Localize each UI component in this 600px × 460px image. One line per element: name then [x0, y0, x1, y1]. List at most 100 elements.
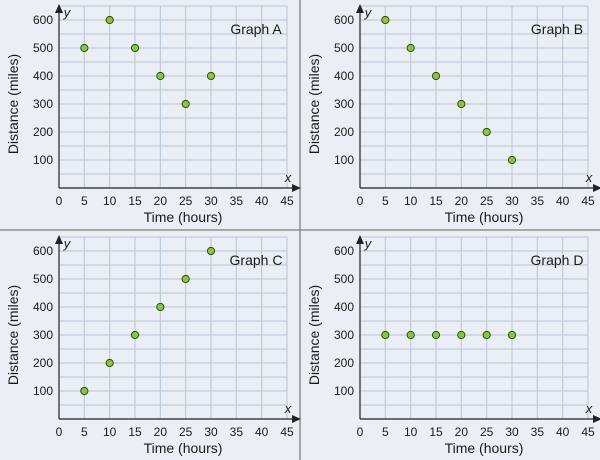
- x-tick-label: 5: [81, 425, 88, 439]
- data-point: [381, 15, 390, 25]
- y-tick-label: 200: [33, 125, 53, 139]
- graph-a-panel-background: [0, 0, 299, 229]
- x-tick-label: 40: [255, 194, 269, 208]
- y-tick-label: 400: [33, 69, 53, 83]
- data-point: [431, 330, 441, 340]
- x-tick-label: 15: [429, 194, 443, 208]
- data-point: [457, 330, 466, 340]
- y-axis-title: Distance (miles): [5, 54, 21, 154]
- data-point: [507, 155, 517, 165]
- data-point: [181, 99, 190, 109]
- graph-b-axes: [356, 4, 600, 192]
- graph-b-panel-background: [301, 0, 600, 229]
- x-axis-letter: x: [284, 401, 292, 416]
- y-tick-label: 100: [33, 384, 53, 398]
- y-tick-label: 600: [33, 244, 53, 258]
- graph-d-points: [381, 330, 517, 340]
- x-tick-label: 10: [103, 425, 117, 439]
- y-tick-label: 100: [334, 384, 354, 398]
- y-axis-arrow-icon: [356, 4, 364, 13]
- data-point: [457, 99, 466, 109]
- x-tick-label: 30: [505, 194, 519, 208]
- x-tick-label: 35: [531, 194, 545, 208]
- x-tick-label: 35: [531, 425, 545, 439]
- x-tick-label: 0: [357, 194, 364, 208]
- x-tick-label: 15: [128, 425, 142, 439]
- x-tick-label: 40: [255, 425, 269, 439]
- x-tick-label: 10: [103, 194, 117, 208]
- x-axis-arrow-icon: [292, 415, 301, 423]
- x-axis-title: Time (hours): [144, 440, 223, 456]
- x-tick-label: 25: [480, 425, 494, 439]
- graph-c-points: [80, 246, 216, 396]
- data-point: [381, 330, 390, 340]
- x-tick-label: 45: [581, 194, 595, 208]
- graph-title: Graph B: [531, 21, 583, 37]
- x-tick-label: 25: [179, 425, 193, 439]
- graph-d-grid: [360, 236, 589, 419]
- x-axis-title: Time (hours): [445, 440, 524, 456]
- data-point: [80, 43, 89, 53]
- graph-title: Graph C: [230, 252, 283, 268]
- y-tick-label: 300: [33, 97, 53, 111]
- x-tick-label: 40: [556, 194, 570, 208]
- graph-d-panel-background: [301, 231, 600, 460]
- data-point: [105, 358, 114, 368]
- x-tick-label: 30: [505, 425, 519, 439]
- graph-c-grid: [59, 236, 288, 419]
- x-tick-label: 45: [581, 425, 595, 439]
- x-tick-label: 5: [81, 194, 88, 208]
- data-point: [482, 330, 491, 340]
- x-axis-title: Time (hours): [144, 209, 223, 225]
- data-point: [156, 71, 165, 81]
- x-tick-label: 5: [382, 425, 389, 439]
- y-tick-label: 600: [33, 13, 53, 27]
- x-axis-letter: x: [585, 401, 593, 416]
- x-tick-label: 25: [480, 194, 494, 208]
- data-point: [406, 43, 415, 53]
- graph-b-panel: x y 0 5 10 15 20 25 30 35 40 45 100 200 300 400 500 600 Ti…: [301, 0, 600, 229]
- y-tick-label: 200: [334, 356, 354, 370]
- x-tick-label: 0: [56, 425, 63, 439]
- y-tick-label: 100: [33, 153, 53, 167]
- x-tick-label: 30: [204, 194, 218, 208]
- data-point: [206, 246, 216, 256]
- y-tick-label: 600: [334, 244, 354, 258]
- x-tick-label: 0: [357, 425, 364, 439]
- y-tick-label: 300: [334, 328, 354, 342]
- graph-b-points: [381, 15, 517, 165]
- x-axis-letter: x: [585, 170, 593, 185]
- x-tick-label: 40: [556, 425, 570, 439]
- y-tick-label: 200: [33, 356, 53, 370]
- x-tick-label: 20: [154, 194, 168, 208]
- data-point: [130, 330, 140, 340]
- x-axis-arrow-icon: [292, 184, 301, 192]
- y-tick-label: 300: [334, 97, 354, 111]
- y-tick-label: 400: [334, 300, 354, 314]
- y-tick-label: 500: [334, 272, 354, 286]
- data-point: [105, 15, 114, 25]
- y-tick-label: 600: [334, 13, 354, 27]
- y-tick-label: 400: [33, 300, 53, 314]
- graph-d-axes: [356, 235, 600, 423]
- graph-a-axes: [55, 4, 301, 192]
- y-axis-arrow-icon: [55, 4, 63, 13]
- y-tick-label: 500: [33, 272, 53, 286]
- data-point: [80, 386, 89, 396]
- x-tick-label: 0: [56, 194, 63, 208]
- y-axis-title: Distance (miles): [5, 285, 21, 385]
- data-point: [482, 127, 491, 137]
- graph-b-grid: [360, 5, 589, 188]
- y-axis-letter: y: [63, 236, 72, 251]
- y-tick-label: 200: [334, 125, 354, 139]
- x-axis-arrow-icon: [593, 415, 600, 423]
- x-axis-title: Time (hours): [445, 209, 524, 225]
- x-tick-label: 10: [404, 194, 418, 208]
- y-tick-label: 500: [33, 41, 53, 55]
- x-tick-label: 35: [230, 425, 244, 439]
- y-axis-letter: y: [364, 236, 373, 251]
- data-point: [130, 43, 140, 53]
- y-tick-label: 400: [334, 69, 354, 83]
- graph-c-panel-background: [0, 231, 299, 460]
